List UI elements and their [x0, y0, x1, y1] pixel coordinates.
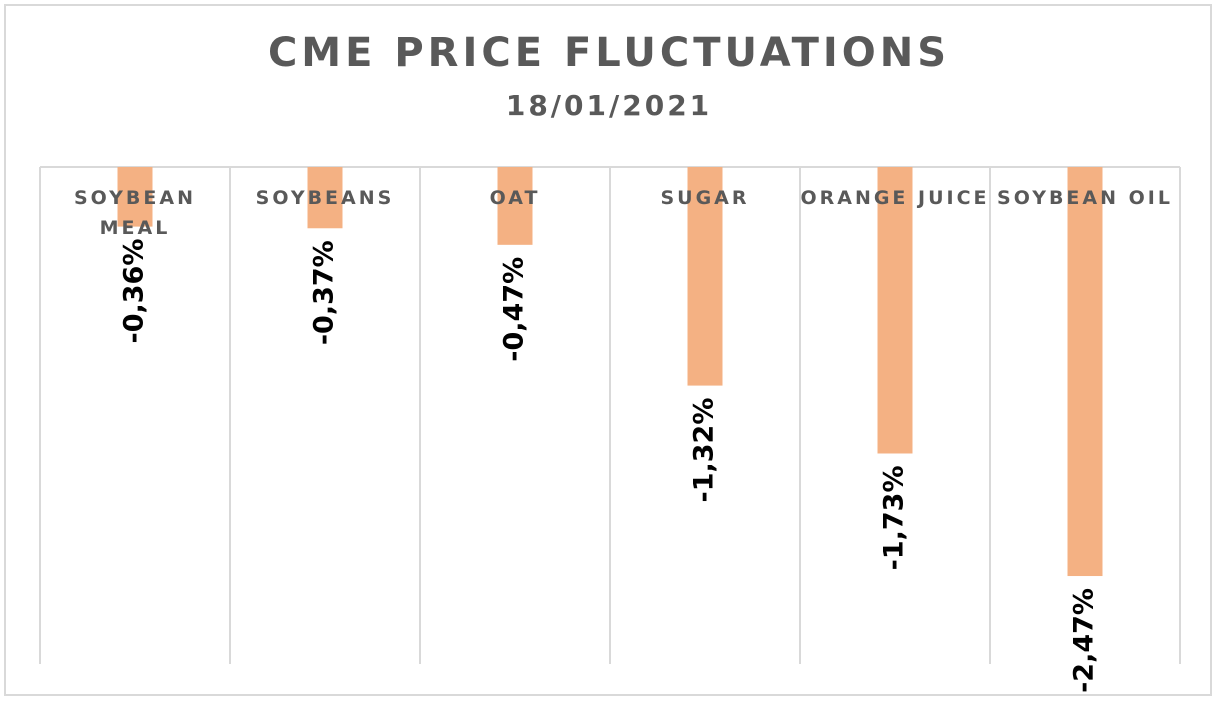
data-label: -1,73% — [879, 465, 910, 570]
category-label: OAT — [490, 187, 541, 209]
chart-subtitle: 18/01/2021 — [505, 89, 713, 122]
category-label: SOYBEAN OIL — [997, 187, 1173, 209]
category-label: MEAL — [100, 217, 171, 239]
data-label: -0,47% — [499, 257, 530, 362]
bar — [1067, 167, 1103, 577]
bar — [877, 167, 913, 454]
category-label: ORANGE JUICE — [800, 187, 989, 209]
chart-title: CME PRICE FLUCTUATIONS — [267, 30, 951, 76]
category-label: SUGAR — [660, 187, 749, 209]
chart-frame — [4, 4, 1212, 696]
bar — [307, 167, 343, 229]
data-label: -0,37% — [309, 240, 340, 345]
category-label: SOYBEAN — [74, 187, 196, 209]
data-label: -0,36% — [119, 239, 150, 344]
data-label: -2,47% — [1069, 588, 1100, 693]
bar — [117, 167, 153, 227]
data-label: -1,32% — [689, 398, 720, 503]
bar — [687, 167, 723, 386]
category-label: SOYBEANS — [256, 187, 395, 209]
bar — [497, 167, 533, 245]
